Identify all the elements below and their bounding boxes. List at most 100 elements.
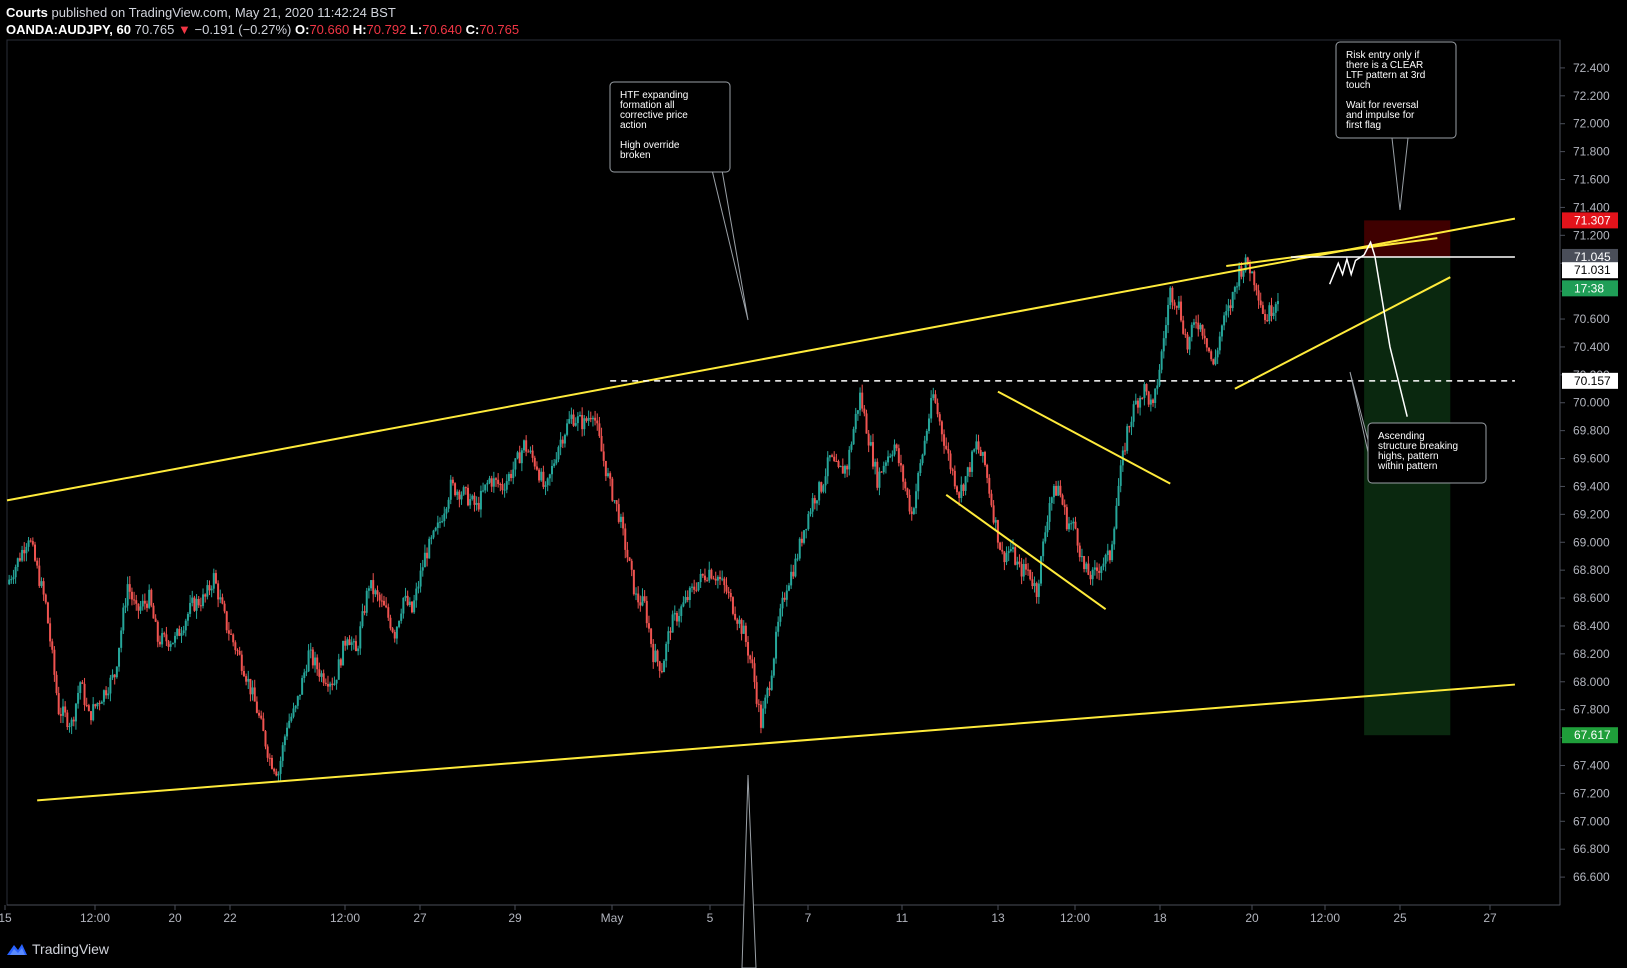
candle-body	[273, 768, 276, 772]
candle-body	[1272, 312, 1275, 316]
htf-note-pointer[interactable]	[711, 169, 749, 321]
candle-body	[1104, 555, 1107, 564]
candle-body	[1014, 547, 1017, 565]
lower-channel-line[interactable]	[37, 683, 1515, 802]
htf-note-text: High override	[620, 140, 680, 151]
candle-body	[1253, 271, 1256, 286]
flag-top-line[interactable]	[997, 390, 1171, 485]
candle-body	[335, 679, 338, 684]
candle-body	[854, 413, 857, 430]
symbol-label[interactable]: OANDA:AUDJPY, 60	[6, 22, 131, 37]
bottom-pointer[interactable]	[741, 774, 757, 968]
candle-body	[927, 418, 930, 431]
candle-body	[193, 597, 196, 611]
wedge-bottom-line[interactable]	[1234, 276, 1451, 390]
candle-body	[1044, 532, 1047, 542]
candle-body	[557, 447, 560, 460]
candle-body	[305, 671, 308, 673]
risk-note-pointer[interactable]	[1391, 137, 1409, 211]
candle-body	[572, 414, 575, 426]
candle-body	[419, 570, 422, 587]
candle-body	[1055, 485, 1058, 496]
candle-body	[1201, 324, 1204, 336]
candle-body	[1106, 550, 1109, 556]
htf-note-box[interactable]	[609, 81, 731, 173]
candle-body	[31, 541, 34, 545]
candle-body	[1087, 563, 1090, 575]
footer[interactable]: TradingView	[6, 938, 109, 960]
candle-body	[751, 659, 754, 664]
candle-body	[1124, 450, 1127, 452]
price-tick-label: 69.600	[1573, 452, 1610, 466]
candle-body	[755, 682, 758, 704]
candle-body	[669, 631, 672, 633]
candle-body	[352, 641, 355, 643]
candle-body	[884, 462, 887, 466]
candle-body	[706, 580, 709, 582]
drawings-layer[interactable]	[6, 217, 1516, 802]
time-tick-label: 27	[1483, 911, 1497, 925]
candle-body	[512, 469, 515, 478]
take-profit-zone[interactable]	[1364, 256, 1451, 736]
candle-body	[865, 413, 868, 434]
time-axis[interactable]: 15 12:00 20 22 12:00 27 29 May 5 7 11 13 12:00 18 20 12…	[0, 905, 1497, 925]
time-tick-label: 12:00	[1060, 911, 1090, 925]
ascending-note-box[interactable]	[1367, 422, 1487, 484]
wedge-top-line[interactable]	[1226, 237, 1438, 268]
candle-body	[298, 694, 301, 697]
candle-body	[742, 625, 745, 634]
candle-body	[932, 394, 935, 398]
candle-body	[83, 683, 86, 705]
candle-body	[878, 471, 881, 488]
candle-body	[320, 673, 323, 677]
candle-body	[1195, 322, 1198, 324]
candle-body	[223, 603, 226, 612]
candle-body	[1050, 497, 1053, 504]
candle-body	[288, 720, 291, 728]
candle-body	[643, 596, 646, 601]
price-tick-label: 69.200	[1573, 507, 1610, 521]
ascending-note-text: highs, pattern	[1378, 451, 1439, 462]
projected-path-line[interactable]	[1328, 240, 1408, 417]
flag-bottom-line[interactable]	[945, 494, 1107, 611]
candle-body	[497, 479, 500, 485]
candle-body	[266, 746, 269, 758]
candle-body	[516, 452, 519, 459]
candle-body	[182, 630, 185, 634]
candle-body	[178, 628, 181, 636]
position-zones[interactable]	[1364, 220, 1451, 736]
candle-body	[1096, 567, 1099, 571]
candle-body	[339, 659, 342, 666]
price-tick-label: 67.200	[1573, 786, 1610, 800]
candle-body	[354, 641, 357, 652]
candle-body	[731, 597, 734, 614]
candle-body	[1261, 305, 1264, 315]
candle-body	[949, 453, 952, 470]
candle-body	[1264, 314, 1267, 321]
candle-body	[1005, 553, 1008, 563]
candle-body	[391, 628, 394, 633]
candle-body	[955, 486, 958, 493]
candle-body	[1216, 350, 1219, 358]
candle-body	[1276, 301, 1279, 305]
upper-channel-line[interactable]	[6, 217, 1516, 502]
candle-body	[934, 394, 937, 403]
last-close-price-tag	[1562, 262, 1618, 279]
author-name[interactable]: Courts	[6, 5, 48, 20]
price-axis[interactable]: 72.400 72.200 72.000 71.800 71.600 71.400 71.2…	[1560, 61, 1610, 884]
candle-body	[826, 457, 829, 477]
candle-body	[464, 487, 467, 489]
candle-body	[251, 687, 254, 695]
candle-body	[74, 703, 77, 722]
close-label: C:	[465, 22, 480, 37]
risk-note-box[interactable]	[1335, 41, 1457, 139]
candle-body	[570, 414, 573, 419]
price-tick-label: 68.400	[1573, 619, 1610, 633]
candle-body	[346, 639, 349, 646]
price-tick-label: 72.000	[1573, 117, 1610, 131]
candle-body	[807, 514, 810, 530]
candle-body	[607, 473, 610, 477]
candle-body	[1220, 325, 1223, 337]
